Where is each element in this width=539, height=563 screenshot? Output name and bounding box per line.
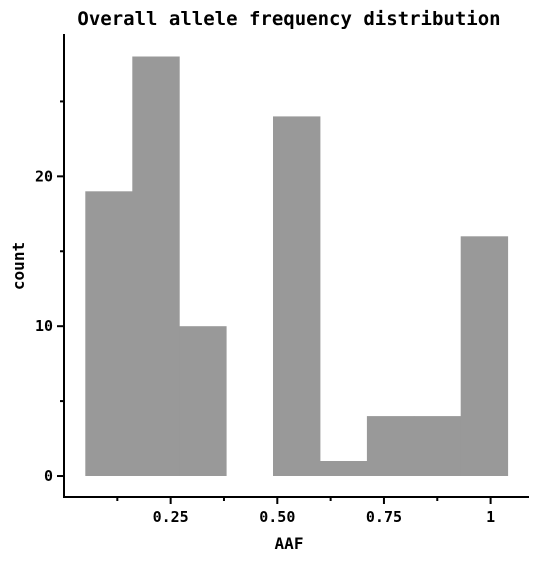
histogram-bar-8 [460, 236, 509, 476]
y-tick-label: 20 [35, 167, 53, 185]
y-tick-label: 10 [35, 317, 53, 335]
chart-title: Overall allele frequency distribution [77, 8, 500, 30]
histogram-bar-4 [273, 116, 321, 477]
x-tick-label: 0.25 [153, 508, 189, 526]
histogram-bar-6 [366, 416, 415, 476]
y-axis-title: count [9, 242, 28, 290]
histogram-bar-5 [320, 461, 368, 476]
histogram-bar-3 [179, 326, 227, 476]
bars-group [85, 56, 509, 477]
x-tick-label: 0.50 [259, 508, 295, 526]
x-ticks-group: 0.25 0.50 0.75 1 [116, 497, 495, 526]
x-tick-label: 1 [486, 508, 495, 526]
histogram-bar-1 [85, 191, 133, 477]
x-axis-title: AAF [275, 534, 304, 553]
histogram-bar-7 [413, 416, 462, 476]
y-tick-label: 0 [44, 467, 53, 485]
x-tick-label: 0.75 [366, 508, 402, 526]
y-ticks-group: 0 10 20 [35, 100, 64, 485]
histogram-bar-2 [132, 56, 180, 476]
axes-group [63, 34, 529, 498]
